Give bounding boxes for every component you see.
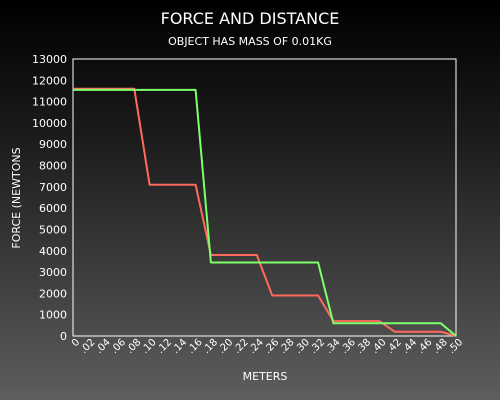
x-ticks: 0.02.04.06.08.10.12.14.16.18.20.22.24.26… [70, 337, 465, 356]
y-tick-label: 3000 [39, 266, 67, 279]
y-tick-label: 1000 [39, 309, 67, 322]
x-tick-label: .50 [446, 337, 465, 356]
y-tick-label: 12000 [32, 74, 67, 87]
chart-subtitle: OBJECT HAS MASS OF 0.01KG [168, 35, 332, 48]
y-tick-label: 0 [60, 330, 67, 343]
y-tick-label: 11000 [32, 96, 67, 109]
y-axis-label: FORCE (NEWTONS [10, 147, 23, 248]
y-tick-label: 10000 [32, 117, 67, 130]
y-tick-label: 8000 [39, 160, 67, 173]
x-axis-label: METERS [243, 370, 288, 383]
plot-area-border [72, 58, 457, 337]
series-line-1 [73, 87, 457, 337]
y-tick-label: 7000 [39, 181, 67, 194]
y-tick-label: 9000 [39, 138, 67, 151]
y-tick-label: 5000 [39, 223, 67, 236]
y-tick-label: 4000 [39, 245, 67, 258]
series-lines [73, 87, 457, 337]
y-ticks: 0 1000 2000 3000 4000 5000 6000 7000 8000 9000 100… [32, 53, 67, 343]
y-tick-label: 13000 [32, 53, 67, 66]
y-tick-label: 2000 [39, 287, 67, 300]
y-tick-label: 6000 [39, 202, 67, 215]
series-line-2 [73, 88, 457, 337]
chart-title: FORCE AND DISTANCE [161, 9, 340, 28]
